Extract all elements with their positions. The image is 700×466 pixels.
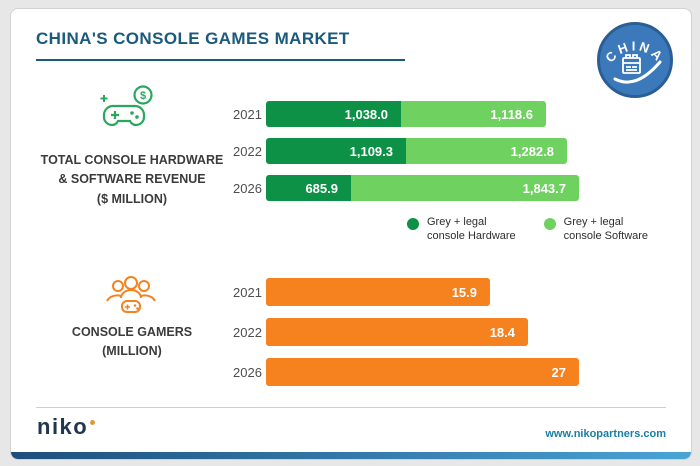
hardware-value: 1,109.3 bbox=[349, 143, 393, 159]
legend-text-line2: console Software bbox=[563, 230, 649, 243]
gamers-label-line2: (MILLION) bbox=[102, 344, 162, 359]
gamers-chart: 2021 15.9 2022 18.4 2026 27 bbox=[233, 278, 579, 398]
gamers-row-2022: 2022 18.4 bbox=[233, 318, 579, 346]
year-label: 2021 bbox=[233, 284, 262, 300]
legend-item-hardware: Grey + legal console Hardware bbox=[407, 215, 516, 244]
china-badge: CHINA bbox=[596, 21, 674, 99]
niko-logo: niko bbox=[37, 414, 96, 440]
gamers-value: 18.4 bbox=[489, 324, 515, 340]
hardware-legend-dot bbox=[407, 218, 419, 230]
gamers-row-2021: 2021 15.9 bbox=[233, 278, 579, 306]
stacked-bar: 1,109.3 1,282.8 bbox=[266, 138, 567, 164]
gamers-value: 15.9 bbox=[451, 284, 477, 300]
hardware-legend-label: Grey + legal console Hardware bbox=[427, 215, 516, 244]
website-link[interactable]: www.nikopartners.com bbox=[545, 428, 666, 440]
legend-text-line1: Grey + legal bbox=[563, 216, 624, 228]
year-label: 2026 bbox=[233, 364, 262, 380]
niko-logo-text: niko bbox=[37, 414, 89, 439]
stacked-bar: 1,038.0 1,118.6 bbox=[266, 101, 546, 127]
revenue-section-label: TOTAL CONSOLE HARDWARE & SOFTWARE REVENU… bbox=[26, 151, 238, 209]
gamers-icon bbox=[103, 275, 159, 319]
niko-logo-dot bbox=[90, 420, 96, 425]
revenue-row-2021: 2021 1,038.0 1,118.6 bbox=[233, 101, 579, 127]
software-segment: 1,118.6 bbox=[401, 101, 546, 127]
revenue-chart: 2021 1,038.0 1,118.6 2022 1,109.3 1,282.… bbox=[233, 101, 579, 212]
gamers-section-label: CONSOLE GAMERS (MILLION) bbox=[26, 323, 238, 362]
stacked-bar: 685.9 1,843.7 bbox=[266, 175, 579, 201]
great-wall-icon bbox=[622, 54, 641, 74]
revenue-row-2022: 2022 1,109.3 1,282.8 bbox=[233, 138, 579, 164]
gamers-row-2026: 2026 27 bbox=[233, 358, 579, 386]
year-label: 2021 bbox=[233, 106, 262, 122]
gamers-bar: 15.9 bbox=[266, 278, 490, 306]
hardware-segment: 1,038.0 bbox=[266, 101, 401, 127]
bottom-gradient-bar bbox=[11, 452, 691, 459]
hardware-segment: 685.9 bbox=[266, 175, 351, 201]
legend: Grey + legal console Hardware Grey + leg… bbox=[407, 215, 648, 244]
year-label: 2022 bbox=[233, 324, 262, 340]
software-legend-label: Grey + legal console Software bbox=[564, 215, 648, 244]
infographic-card: CHINA'S CONSOLE GAMES MARKET CHINA $ bbox=[10, 8, 692, 460]
legend-text-line2: console Hardware bbox=[427, 230, 516, 243]
people-gamepad-icon bbox=[106, 276, 156, 313]
software-segment: 1,282.8 bbox=[406, 138, 567, 164]
footer-divider bbox=[36, 407, 666, 408]
revenue-label-line2: & SOFTWARE REVENUE bbox=[58, 172, 206, 187]
china-badge-icon: CHINA bbox=[597, 22, 673, 98]
hardware-segment: 1,109.3 bbox=[266, 138, 406, 164]
hardware-value: 1,038.0 bbox=[344, 106, 388, 122]
page-title: CHINA'S CONSOLE GAMES MARKET bbox=[36, 29, 405, 61]
gamers-value: 27 bbox=[551, 364, 566, 380]
software-legend-dot bbox=[543, 218, 556, 230]
software-value: 1,843.7 bbox=[522, 180, 566, 196]
revenue-label-line3: ($ MILLION) bbox=[96, 191, 168, 206]
hardware-value: 685.9 bbox=[305, 180, 338, 196]
revenue-label-line1: TOTAL CONSOLE HARDWARE bbox=[40, 153, 224, 167]
year-label: 2026 bbox=[233, 180, 262, 196]
revenue-row-2026: 2026 685.9 1,843.7 bbox=[233, 175, 579, 201]
software-value: 1,282.8 bbox=[510, 143, 554, 159]
revenue-icon: $ bbox=[97, 83, 163, 135]
gamers-label-line1: CONSOLE GAMERS bbox=[71, 325, 193, 339]
gamepad-coin-icon: $ bbox=[100, 85, 153, 127]
software-value: 1,118.6 bbox=[490, 106, 533, 122]
software-segment: 1,843.7 bbox=[351, 175, 579, 201]
year-label: 2022 bbox=[233, 143, 262, 159]
legend-text-line1: Grey + legal bbox=[427, 216, 487, 228]
gamers-bar: 18.4 bbox=[266, 318, 528, 346]
gamers-bar: 27 bbox=[266, 358, 579, 386]
legend-item-software: Grey + legal console Software bbox=[543, 215, 648, 244]
svg-text:$: $ bbox=[140, 90, 146, 102]
